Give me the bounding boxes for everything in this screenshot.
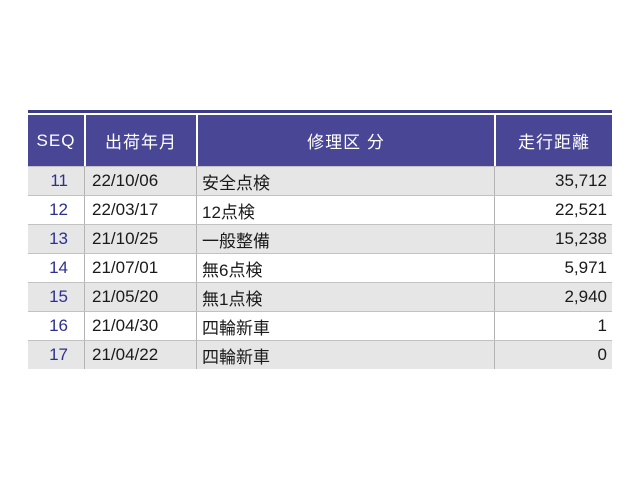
repair-category-cell: 一般整備 [196,225,494,253]
distance-cell: 1 [494,312,612,340]
ship-date-cell: 21/04/30 [84,312,196,340]
table-row[interactable]: 17 21/04/22 四輪新車 0 [28,340,612,369]
distance-cell: 2,940 [494,283,612,311]
repair-category-cell: 四輪新車 [196,341,494,369]
table-body: 11 22/10/06 安全点検 35,712 12 22/03/17 12点検… [28,166,612,369]
table-row[interactable]: 11 22/10/06 安全点検 35,712 [28,166,612,195]
repair-category-cell: 安全点検 [196,167,494,195]
column-header-seq: SEQ [36,130,76,150]
distance-cell: 0 [494,341,612,369]
table-row[interactable]: 15 21/05/20 無1点検 2,940 [28,282,612,311]
repair-category-cell: 無1点検 [196,283,494,311]
ship-date-cell: 21/07/01 [84,254,196,282]
table-row[interactable]: 16 21/04/30 四輪新車 1 [28,311,612,340]
repair-category-cell: 無6点検 [196,254,494,282]
seq-cell: 17 [49,345,68,364]
column-header-repair-category: 修理区 分 [196,115,494,166]
distance-cell: 22,521 [494,196,612,224]
distance-cell: 35,712 [494,167,612,195]
seq-cell: 11 [50,171,68,190]
distance-cell: 15,238 [494,225,612,253]
column-header-ship-date: 出荷年月 [84,115,196,166]
seq-cell: 14 [49,258,68,277]
seq-cell: 13 [49,229,68,248]
seq-cell: 12 [49,200,68,219]
ship-date-cell: 21/10/25 [84,225,196,253]
table-top-border [28,110,612,113]
seq-cell: 15 [49,287,68,306]
column-header-distance: 走行距離 [494,115,612,166]
ship-date-cell: 21/04/22 [84,341,196,369]
repair-history-table: SEQ 出荷年月 修理区 分 走行距離 11 22/10/06 安全点検 35,… [28,110,612,369]
repair-category-cell: 四輪新車 [196,312,494,340]
table-header-row: SEQ 出荷年月 修理区 分 走行距離 [28,115,612,166]
table-row[interactable]: 14 21/07/01 無6点検 5,971 [28,253,612,282]
distance-cell: 5,971 [494,254,612,282]
table-row[interactable]: 12 22/03/17 12点検 22,521 [28,195,612,224]
ship-date-cell: 22/10/06 [84,167,196,195]
ship-date-cell: 21/05/20 [84,283,196,311]
seq-cell: 16 [49,316,68,335]
repair-category-cell: 12点検 [196,196,494,224]
ship-date-cell: 22/03/17 [84,196,196,224]
table-row[interactable]: 13 21/10/25 一般整備 15,238 [28,224,612,253]
